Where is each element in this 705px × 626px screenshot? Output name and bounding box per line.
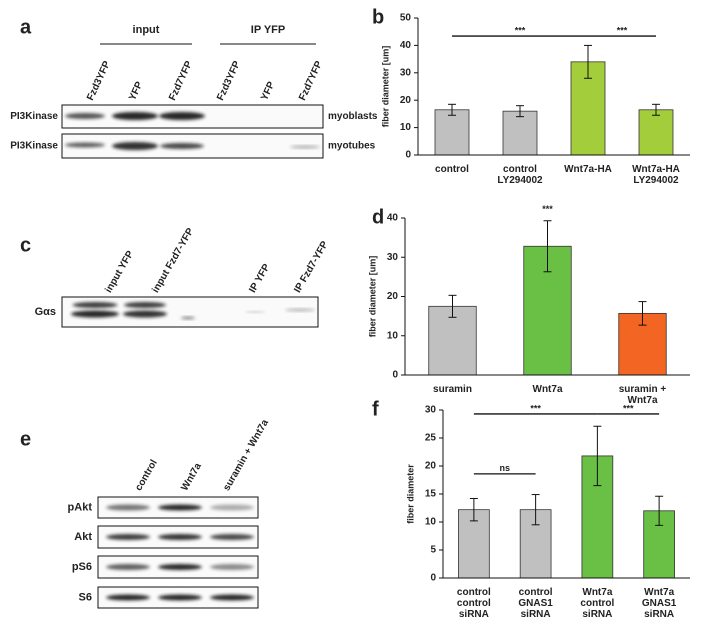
blot-band (124, 302, 166, 308)
blot-band (158, 504, 202, 511)
y-tick-label: 0 (392, 370, 398, 381)
panel-label: b (372, 6, 384, 28)
y-tick-label: 40 (400, 40, 412, 51)
lane-label: YFP (127, 80, 145, 103)
y-tick-label: 15 (425, 489, 437, 500)
protein-label: pAkt (68, 501, 93, 513)
y-tick-label: 20 (400, 95, 412, 106)
lane-label: Fzd7YFP (167, 59, 195, 102)
blot-band (210, 534, 254, 540)
significance-label: *** (542, 204, 553, 214)
protein-label: Akt (74, 531, 92, 543)
blot-band (65, 142, 105, 148)
panel-label: a (20, 16, 32, 38)
blot-band (71, 310, 119, 318)
bar (502, 110, 538, 156)
lane-label: Fzd7YFP (297, 59, 325, 102)
group-label: input (133, 24, 160, 36)
protein-label: Gαs (35, 306, 56, 318)
x-tick-label: suramin + Wnt7a (619, 384, 667, 406)
lane-label: input YFP (103, 249, 136, 295)
blot-band (245, 311, 265, 313)
blot-band (65, 113, 105, 119)
x-tick-label: control LY294002 (497, 164, 543, 186)
y-tick-label: 10 (387, 330, 399, 341)
blot-band (159, 112, 205, 120)
y-tick-label: 20 (425, 461, 437, 472)
blot-band (158, 534, 202, 540)
x-tick-label: Wnt7a-HA LY294002 (632, 164, 680, 186)
blot-band (181, 316, 195, 320)
blot-band (160, 143, 204, 149)
y-tick-label: 30 (400, 67, 412, 78)
x-tick-label: suramin (433, 384, 472, 395)
significance-label: *** (617, 25, 628, 35)
lane-label: control (133, 458, 160, 493)
x-tick-label: Wnt7a GNAS1 siRNA (642, 587, 677, 620)
lane-label: Fzd3YFP (215, 59, 243, 102)
blot-band (106, 564, 150, 570)
blot-band (210, 564, 254, 570)
blot-band (123, 310, 167, 318)
x-tick-label: Wnt7a-HA (564, 164, 612, 175)
blot-band (106, 594, 150, 601)
x-tick-label: control (435, 164, 469, 175)
x-tick-label: Wnt7a (533, 384, 563, 395)
blot-band (210, 594, 254, 601)
y-tick-label: 10 (400, 122, 412, 133)
protein-label: PI3Kinase (10, 111, 58, 122)
protein-label: S6 (79, 591, 92, 603)
blot-band (112, 142, 158, 150)
y-tick-label: 20 (387, 291, 399, 302)
panel-label: d (372, 206, 384, 228)
x-tick-label: control GNAS1 siRNA (518, 587, 553, 620)
blot-band (158, 594, 202, 601)
bar (434, 109, 470, 156)
y-tick-label: 30 (387, 252, 399, 263)
blot-band (158, 564, 202, 570)
blot-band (106, 534, 150, 540)
panel-label: f (372, 398, 379, 420)
blot-band (210, 504, 254, 511)
y-tick-label: 0 (405, 150, 411, 161)
significance-label: *** (530, 403, 541, 413)
lane-label: YFP (259, 80, 277, 103)
y-axis-label: fiber diameter [um] (367, 256, 377, 338)
lane-label: IP YFP (247, 262, 272, 295)
bar (638, 109, 674, 156)
y-tick-label: 40 (387, 213, 399, 224)
significance-label: *** (515, 25, 526, 35)
y-tick-label: 25 (425, 433, 437, 444)
y-axis-label: fiber diameter (405, 464, 415, 524)
y-tick-label: 30 (425, 405, 437, 416)
lane-label: IP Fzd7-YFP (292, 239, 330, 295)
cell-label: myotubes (328, 141, 376, 152)
lane-label: Wnt7a (179, 461, 204, 493)
x-tick-label: control control siRNA (457, 587, 491, 620)
protein-label: pS6 (72, 561, 92, 573)
blot-band (290, 145, 320, 149)
blot-band (72, 302, 118, 308)
panel-label: e (20, 428, 31, 450)
y-tick-label: 0 (430, 573, 436, 584)
protein-label: PI3Kinase (10, 141, 58, 152)
blot-band (106, 504, 150, 511)
y-tick-label: 10 (425, 517, 437, 528)
lane-label: input Fzd7-YFP (150, 226, 196, 295)
lane-label: Fzd3YFP (85, 59, 113, 102)
panel-label: c (20, 234, 31, 256)
lane-label: suramin + Wnt7a (221, 417, 271, 492)
blot-band (112, 112, 158, 120)
y-tick-label: 50 (400, 13, 412, 24)
blot-band (285, 308, 315, 312)
significance-label: *** (623, 403, 634, 413)
y-tick-label: 5 (430, 545, 436, 556)
significance-label: ns (499, 463, 510, 473)
group-label: IP YFP (251, 24, 285, 36)
cell-label: myoblasts (328, 111, 378, 122)
y-axis-label: fiber diameter [um] (380, 46, 390, 128)
x-tick-label: Wnt7a control siRNA (580, 587, 614, 620)
